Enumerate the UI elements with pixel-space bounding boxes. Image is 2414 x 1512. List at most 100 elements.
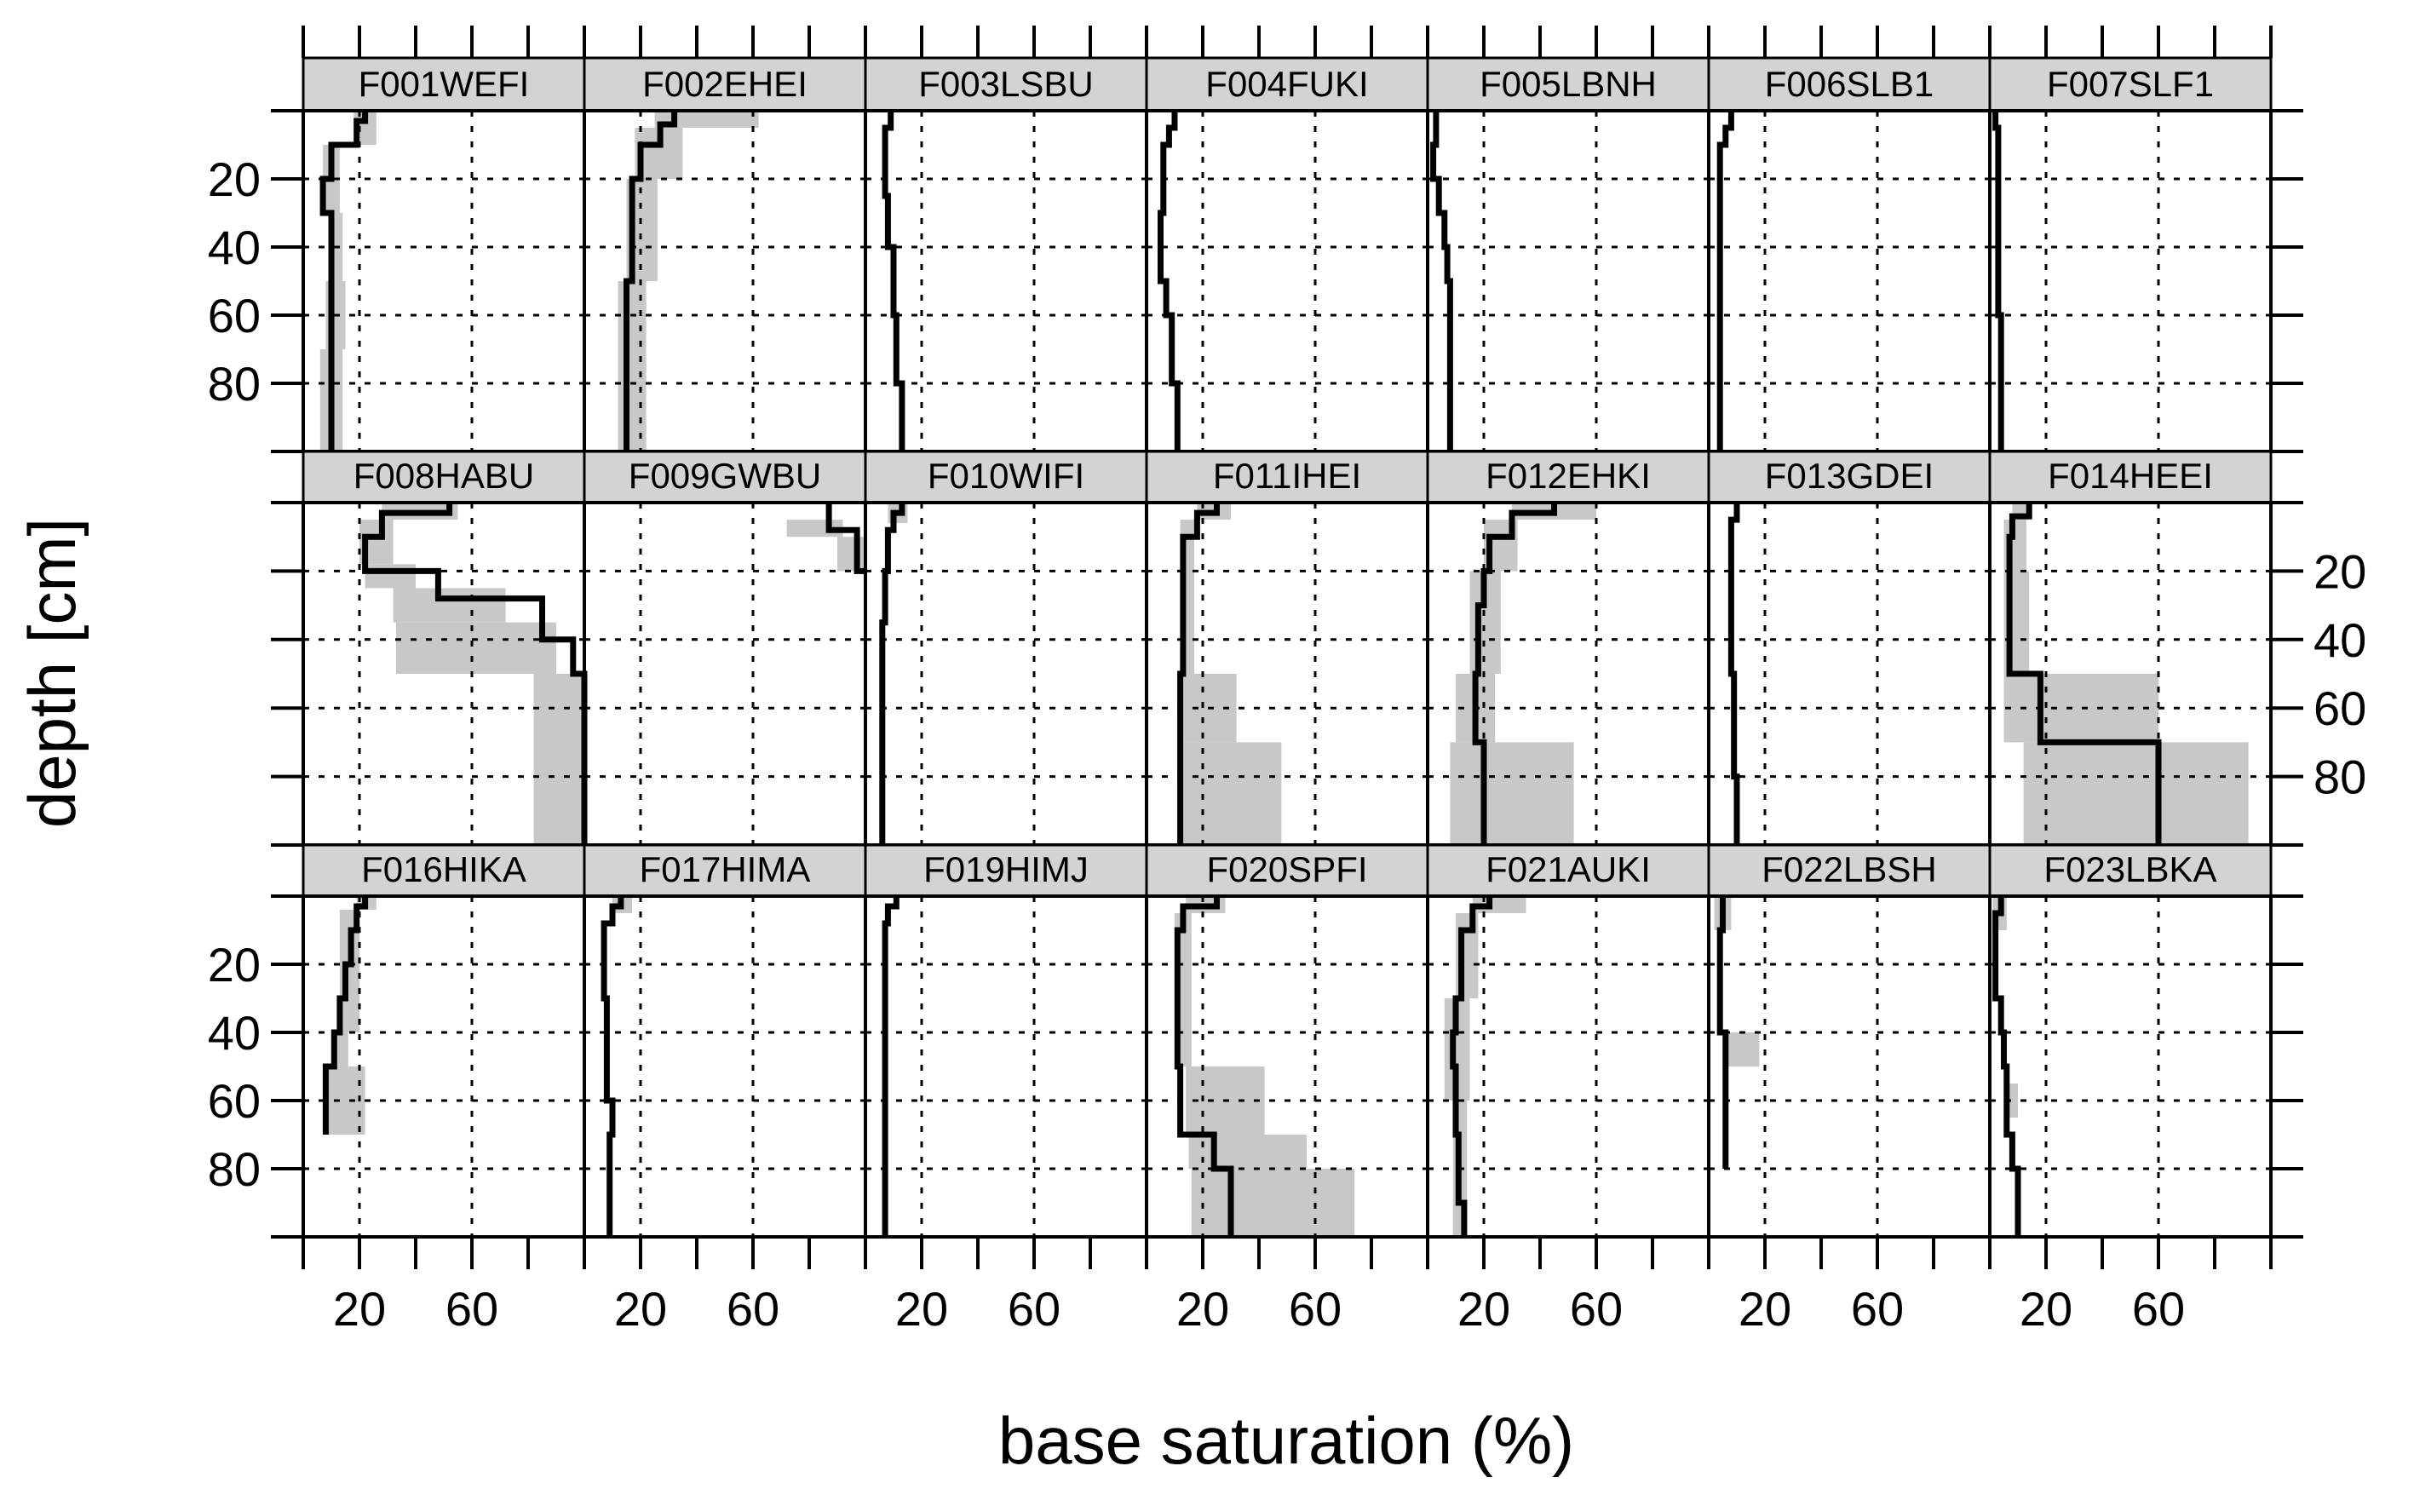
- y-tick-label-1-20: 20: [2313, 544, 2366, 598]
- profile-line-F023LBKA: [1992, 896, 2021, 1237]
- x-tick-label-4-20: 20: [1457, 1282, 1510, 1336]
- band-F014HEEI-3: [2003, 674, 2158, 743]
- strip-F023LBKA: [1988, 843, 2273, 898]
- strip-label-F005LBNH: F005LBNH: [1480, 64, 1657, 104]
- profile-line-F002EHEI: [624, 111, 678, 451]
- strip-label-F003LSBU: F003LSBU: [918, 64, 1093, 104]
- strip-label-F011IHEI: F011IHEI: [1213, 456, 1361, 496]
- profile-line-F009GWBU: [825, 503, 865, 574]
- panel-F010WIFI: F010WIFI: [864, 450, 1148, 847]
- strip-label-F001WEFI: F001WEFI: [359, 64, 530, 104]
- panel-F002EHEI: F002EHEI: [583, 56, 867, 453]
- panels-group: F001WEFI F002EHEI F003LSBU F004FUKI F005LBNH…: [302, 56, 2273, 1239]
- y-tick-label-2-60: 60: [208, 1074, 261, 1128]
- profile-line-F013GDEI: [1727, 503, 1740, 845]
- strip-label-F004FUKI: F004FUKI: [1205, 64, 1368, 104]
- strip-label-F012EHKI: F012EHKI: [1486, 456, 1651, 496]
- band-F020SPFI-3: [1188, 1135, 1308, 1169]
- strip-label-F002EHEI: F002EHEI: [642, 64, 808, 104]
- y-tick-label-2-40: 40: [208, 1006, 261, 1060]
- profile-line-F004FUKI: [1158, 111, 1181, 451]
- profile-line-F020SPFI: [1174, 896, 1234, 1237]
- strip-label-F008HABU: F008HABU: [353, 456, 534, 496]
- panel-F007SLF1: F007SLF1: [1988, 56, 2273, 453]
- y-tick-label-0-20: 20: [208, 152, 261, 206]
- strip-F020SPFI: [1145, 843, 1429, 898]
- y-axis-title: depth [cm]: [14, 518, 89, 828]
- strip-label-F013GDEI: F013GDEI: [1765, 456, 1934, 496]
- band-F002EHEI-0: [654, 111, 759, 128]
- x-tick-label-1-20: 20: [614, 1282, 667, 1336]
- x-tick-label-3-20: 20: [1176, 1282, 1229, 1336]
- panel-F005LBNH: F005LBNH: [1426, 56, 1710, 453]
- band-F008HABU-3: [393, 588, 506, 623]
- strip-label-F010WIFI: F010WIFI: [928, 456, 1084, 496]
- x-tick-label-4-60: 60: [1570, 1282, 1623, 1336]
- profile-line-F003LSBU: [882, 111, 905, 451]
- profile-line-F011IHEI: [1177, 503, 1220, 845]
- y-tick-label-1-60: 60: [2313, 681, 2366, 735]
- x-tick-label-0-60: 60: [445, 1282, 498, 1336]
- strip-F016HIKA: [302, 843, 586, 898]
- strip-F007SLF1: [1988, 56, 2273, 112]
- panel-F001WEFI: F001WEFI: [302, 56, 586, 453]
- strip-F022LBSH: [1707, 843, 1992, 898]
- strip-label-F020SPFI: F020SPFI: [1206, 849, 1367, 889]
- band-F014HEEI-4: [2023, 742, 2249, 845]
- strip-label-F016HIKA: F016HIKA: [361, 849, 526, 889]
- panel-F008HABU: F008HABU: [302, 450, 588, 847]
- panel-F023LBKA: F023LBKA: [1988, 843, 2273, 1239]
- profile-line-F019HIMJ: [882, 896, 900, 1237]
- strip-F012EHKI: [1426, 450, 1710, 504]
- y-tick-label-1-40: 40: [2313, 613, 2366, 667]
- strip-label-F017HIMA: F017HIMA: [640, 849, 811, 889]
- band-F009GWBU-1: [837, 537, 865, 572]
- x-tick-label-6-20: 20: [2020, 1282, 2072, 1336]
- band-F016HIKA-1: [339, 910, 359, 1032]
- profile-line-F017HIMA: [601, 896, 624, 1237]
- profile-line-F010WIFI: [879, 503, 905, 845]
- panel-F022LBSH: F022LBSH: [1707, 843, 1992, 1239]
- x-tick-label-3-60: 60: [1289, 1282, 1342, 1336]
- band-F008HABU-5: [533, 674, 584, 845]
- strip-F009GWBU: [583, 450, 867, 504]
- panel-F019HIMJ: F019HIMJ: [864, 843, 1148, 1239]
- profile-line-F008HABU: [362, 503, 588, 845]
- y-tick-label-0-80: 80: [208, 357, 261, 411]
- profile-line-F006SLB1: [1716, 111, 1734, 451]
- profile-line-F021AUKI: [1450, 896, 1493, 1237]
- strip-label-F021AUKI: F021AUKI: [1486, 849, 1651, 889]
- panel-F014HEEI: F014HEEI: [1988, 450, 2273, 847]
- strip-label-F023LBKA: F023LBKA: [2043, 849, 2216, 889]
- y-tick-label-2-20: 20: [208, 938, 261, 992]
- panel-F016HIKA: F016HIKA: [302, 843, 586, 1239]
- x-tick-label-6-60: 60: [2132, 1282, 2185, 1336]
- panel-F020SPFI: F020SPFI: [1145, 843, 1429, 1239]
- profile-line-F022LBSH: [1716, 896, 1729, 1169]
- band-F022LBSH-1: [1722, 1032, 1760, 1066]
- strip-label-F009GWBU: F009GWBU: [629, 456, 821, 496]
- y-tick-label-0-40: 40: [208, 221, 261, 274]
- x-tick-label-2-20: 20: [895, 1282, 948, 1336]
- strip-label-F014HEEI: F014HEEI: [2048, 456, 2213, 496]
- band-F020SPFI-4: [1191, 1169, 1355, 1237]
- x-tick-label-0-20: 20: [333, 1282, 386, 1336]
- strip-F002EHEI: [583, 56, 867, 112]
- x-axis-title: base saturation (%): [998, 1403, 1574, 1478]
- x-tick-label-5-60: 60: [1851, 1282, 1904, 1336]
- strip-label-F007SLF1: F007SLF1: [2047, 64, 2214, 104]
- panel-F011IHEI: F011IHEI: [1145, 450, 1429, 847]
- band-F016HIKA-3: [323, 1066, 365, 1135]
- x-tick-label-1-60: 60: [727, 1282, 779, 1336]
- band-F008HABU-2: [365, 564, 416, 589]
- profile-line-F012EHKI: [1472, 503, 1557, 845]
- profile-line-F005LBNH: [1430, 111, 1453, 451]
- strip-F006SLB1: [1707, 56, 1992, 112]
- ticks-group: 20 60 20 60 20 60 20 60 20 60 20 60 20 60 20 40 60 80 20 40…: [208, 26, 2366, 1336]
- strip-F013GDEI: [1707, 450, 1992, 504]
- panel-F021AUKI: F021AUKI: [1426, 843, 1710, 1239]
- band-F011IHEI-3: [1180, 742, 1282, 845]
- panel-F003LSBU: F003LSBU: [864, 56, 1148, 453]
- y-tick-label-2-80: 80: [208, 1142, 261, 1196]
